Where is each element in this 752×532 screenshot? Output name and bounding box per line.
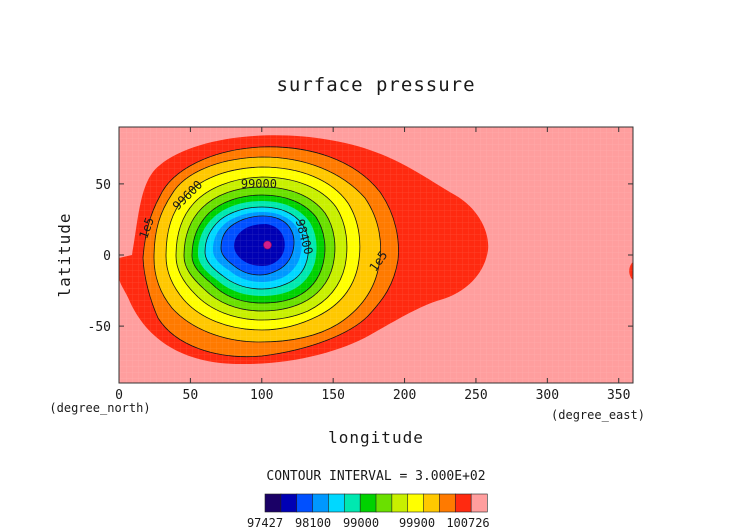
colorbar-swatch bbox=[296, 493, 314, 513]
colorbar-swatch bbox=[359, 493, 377, 513]
colorbar-tick-label: 98100 bbox=[295, 516, 331, 530]
y-tick-label: 50 bbox=[95, 178, 111, 193]
colorbar-swatch bbox=[407, 493, 425, 513]
y-tick-label: -50 bbox=[88, 320, 111, 335]
x-tick-label: 250 bbox=[464, 388, 487, 403]
colorbar-tick-label: 100726 bbox=[446, 516, 489, 530]
y-unit-label: (degree_north) bbox=[49, 401, 150, 415]
x-tick-label: 150 bbox=[321, 388, 344, 403]
colorbar bbox=[264, 493, 488, 513]
x-axis: 0 50 100 150 200 250 300 350 bbox=[115, 127, 630, 403]
plot-area bbox=[119, 127, 633, 383]
contour-interval-text: CONTOUR INTERVAL = 3.000E+02 bbox=[266, 469, 485, 484]
colorbar-swatch bbox=[454, 493, 472, 513]
colorbar-tick-label: 97427 bbox=[247, 516, 283, 530]
x-tick-label: 0 bbox=[115, 388, 123, 403]
contour-label: 1e5 bbox=[136, 215, 157, 240]
plot-grid-texture bbox=[119, 127, 633, 383]
x-tick-label: 350 bbox=[607, 388, 630, 403]
y-axis: -50 0 50 bbox=[88, 178, 633, 335]
colorbar-swatch bbox=[391, 493, 409, 513]
colorbar-swatch bbox=[439, 493, 456, 513]
colorbar-swatch bbox=[423, 493, 441, 513]
minimum-marker bbox=[263, 240, 272, 250]
x-axis-label: longitude bbox=[328, 428, 424, 447]
x-tick-label: 50 bbox=[183, 388, 199, 403]
chart-title: surface pressure bbox=[276, 74, 475, 96]
colorbar-swatch bbox=[280, 493, 298, 513]
y-tick-label: 0 bbox=[103, 249, 111, 264]
colorbar-labels: 97427 98100 99000 99900 100726 bbox=[247, 516, 490, 530]
colorbar-swatch bbox=[328, 493, 345, 513]
x-tick-label: 100 bbox=[250, 388, 273, 403]
contour-label: 99000 bbox=[241, 177, 277, 191]
colorbar-tick-label: 99000 bbox=[343, 516, 379, 530]
y-axis-label: latitude bbox=[55, 212, 74, 297]
x-tick-label: 300 bbox=[536, 388, 559, 403]
x-tick-label: 200 bbox=[393, 388, 416, 403]
colorbar-swatch bbox=[470, 493, 488, 513]
x-unit-label: (degree_east) bbox=[551, 408, 645, 422]
colorbar-tick-label: 99900 bbox=[399, 516, 435, 530]
colorbar-swatch bbox=[375, 493, 393, 513]
colorbar-swatch bbox=[343, 493, 361, 513]
colorbar-swatch bbox=[264, 493, 282, 513]
colorbar-swatch bbox=[312, 493, 330, 513]
